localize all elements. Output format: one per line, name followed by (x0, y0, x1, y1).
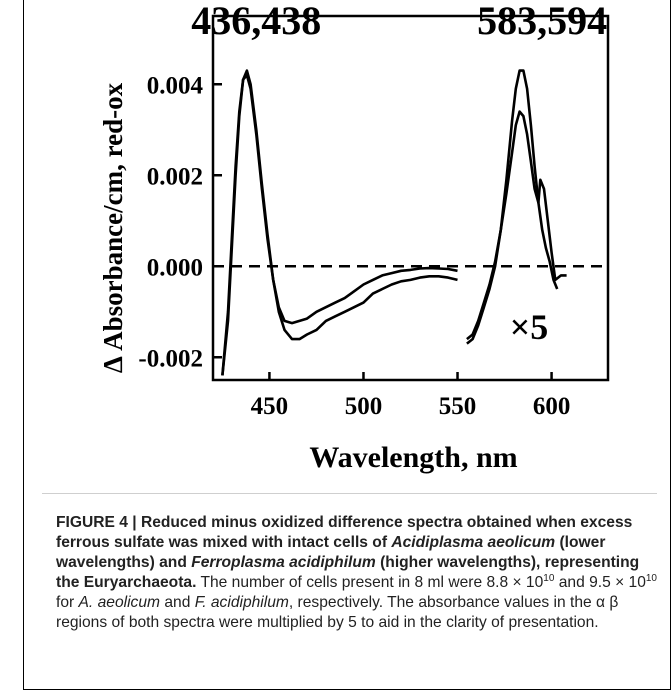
y-tick-label: 0.000 (147, 254, 203, 281)
plot-area-frame (211, 14, 610, 382)
spectrum-line-1 (221, 73, 458, 376)
y-axis-label: Δ Absorbance/cm, red-ox (98, 82, 128, 373)
caption-mid-1: (lower wavelengths) and (56, 534, 606, 571)
caption-body-3: for (56, 594, 79, 611)
caption-exponent-2: 10 (645, 572, 657, 584)
caption-mid-2: (higher wavelengths), representing the E… (56, 554, 640, 591)
annotation-label: ×5 (510, 307, 549, 347)
x-axis-label: Wavelength, nm (309, 441, 517, 474)
caption-body-2: and 9.5 × 10 (554, 574, 646, 591)
caption-exponent-1: 10 (543, 572, 555, 584)
plot-axes (211, 14, 610, 382)
figure-caption: FIGURE 4 | Reduced minus oxidized differ… (56, 513, 660, 633)
caption-body-4: and (160, 594, 195, 611)
annotations-group: 436,438 583,594 ×5 (191, 0, 607, 347)
caption-body-5: , respectively. The absorbance values in… (56, 594, 619, 631)
ticks-group: 450 500 550 600 0.004 0.002 0.000 -0.002 (138, 72, 570, 420)
caption-species-2: Ferroplasma acidiphilum (191, 554, 376, 571)
x-tick-label: 450 (251, 393, 289, 420)
spectrum-line-4 (466, 69, 559, 345)
difference-spectra-chart: 450 500 550 600 0.004 0.002 0.000 -0.002 Wavele… (98, 0, 610, 474)
caption-species-1: Acidiplasma aeolicum (391, 534, 556, 551)
caption-abbr-1: A. aeolicum (78, 594, 161, 611)
labels-group: Wavelength, nm Δ Absorbance/cm, red-ox (98, 82, 518, 474)
caption-divider (42, 493, 657, 494)
y-tick-label: 0.002 (147, 163, 203, 190)
x-tick-label: 600 (533, 393, 571, 420)
caption-heading: FIGURE 4 | Reduced minus oxidized differ… (56, 514, 639, 591)
x-tick-label: 500 (345, 393, 383, 420)
annotation-label: 583,594 (477, 0, 607, 43)
caption-body-1: The number of cells present in 8 ml were… (196, 574, 544, 591)
caption-abbr-2: F. acidiphilum (194, 594, 289, 611)
caption-head-text: FIGURE 4 | Reduced minus oxidized differ… (56, 514, 633, 551)
series-group (221, 69, 567, 376)
y-tick-label: -0.002 (138, 345, 203, 372)
spectrum-line-3 (466, 110, 567, 341)
figure-frame (23, 0, 671, 690)
spectrum-line-2 (221, 69, 458, 376)
x-tick-label: 550 (439, 393, 477, 420)
y-tick-label: 0.004 (147, 72, 204, 99)
annotation-label: 436,438 (191, 0, 321, 43)
